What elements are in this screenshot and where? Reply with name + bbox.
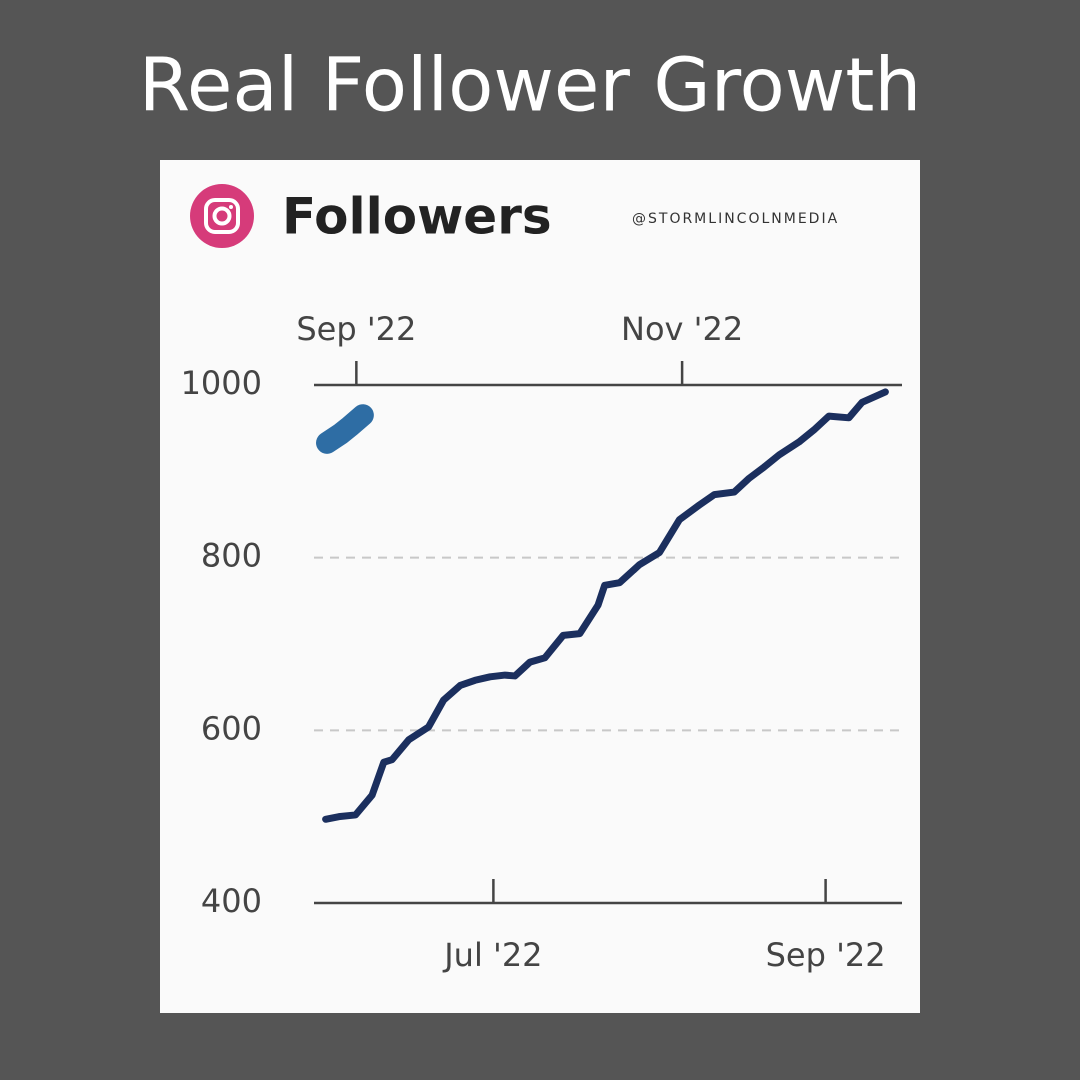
x-tick-label: Sep '22 [766, 936, 886, 974]
y-tick-label: 400 [201, 882, 262, 920]
x2-tick-label: Nov '22 [621, 310, 743, 348]
x-tick-label: Jul '22 [442, 936, 542, 974]
y-tick-label: 1000 [181, 364, 262, 402]
card-title: Followers [282, 188, 552, 246]
x2-tick-label: Sep '22 [296, 310, 416, 348]
page-heading: Real Follower Growth [139, 43, 922, 129]
y-tick-label: 600 [201, 709, 262, 747]
handle: @STORMLINCOLNMEDIA [632, 211, 839, 227]
y-tick-label: 800 [201, 537, 262, 575]
instagram-icon [190, 184, 254, 248]
highlight-line [316, 404, 374, 454]
card [160, 160, 920, 1013]
data-line [322, 388, 889, 823]
